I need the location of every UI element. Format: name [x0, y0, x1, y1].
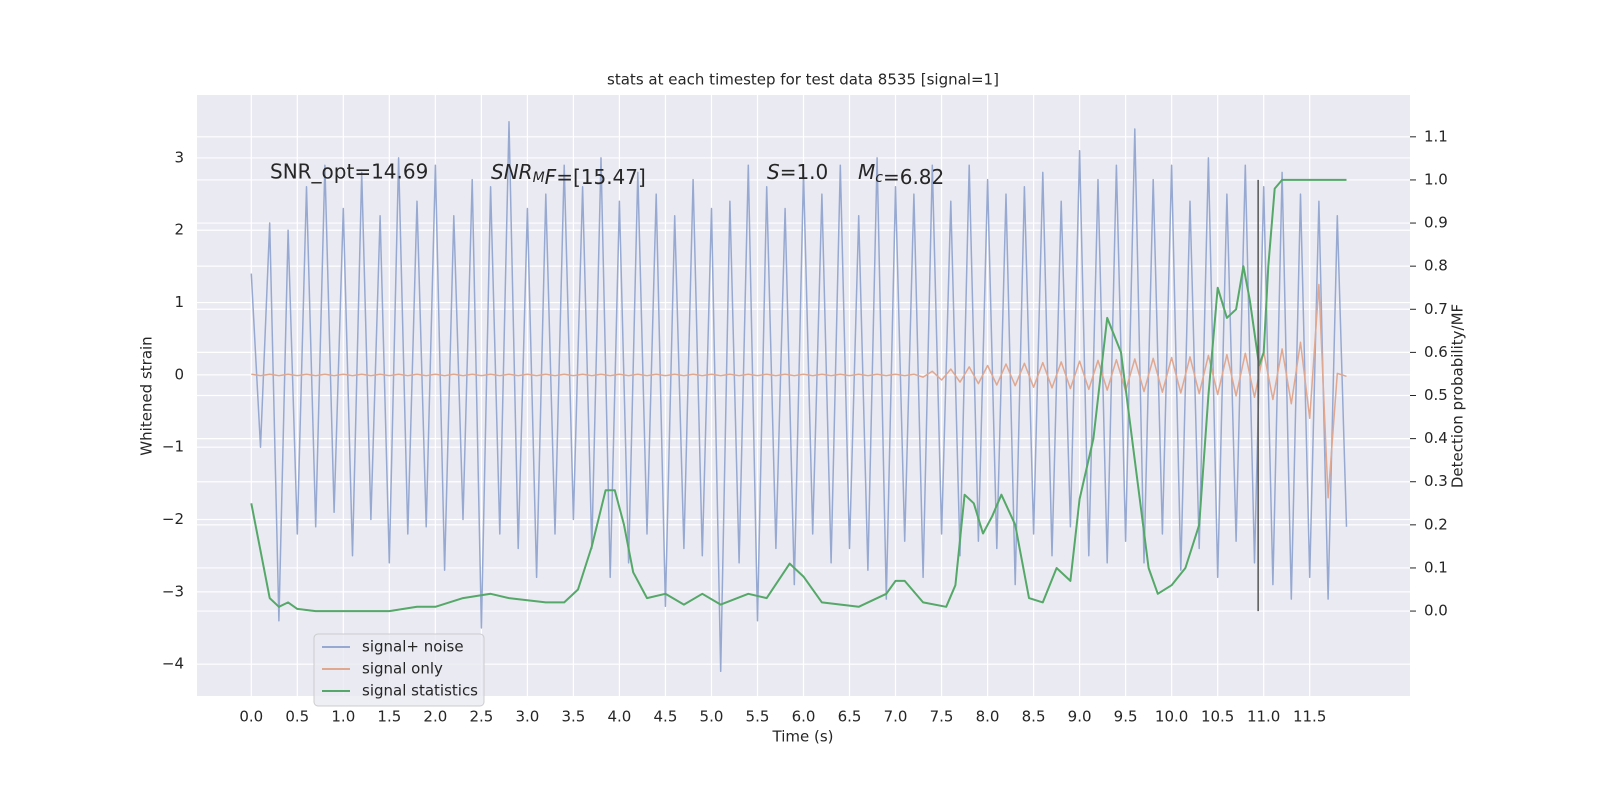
y2-tick-label: 0.6: [1424, 343, 1448, 361]
marks: [250, 121, 1348, 673]
x-tick-label: 11.5: [1293, 708, 1326, 726]
x-tick-label: 4.0: [608, 708, 632, 726]
x-tick-label: 11.0: [1247, 708, 1280, 726]
y2-tick-label: 0.4: [1424, 429, 1448, 447]
y-tick-label: 3: [174, 148, 184, 166]
legend-label: signal+ noise: [362, 638, 464, 656]
series-line: [251, 283, 1347, 499]
grid: [197, 95, 1410, 696]
x-tick-label: 7.5: [930, 708, 954, 726]
legend-box: [313, 633, 485, 707]
annotation: Mc=6.82: [858, 160, 944, 189]
x-tick-label: 2.5: [469, 708, 493, 726]
series-line: [250, 178, 1347, 613]
x-tick-label: 7.0: [884, 708, 908, 726]
x-tick-label: 6.0: [792, 708, 816, 726]
x-tick-label: 6.5: [838, 708, 862, 726]
y-tick-label: −4: [162, 655, 184, 673]
x-tick-label: 0.0: [239, 708, 263, 726]
x-tick-label: 10.0: [1155, 708, 1188, 726]
y2-tick-label: 0.8: [1424, 257, 1448, 275]
y-axis-label: Whitened strain: [138, 336, 156, 455]
x-tick-label: 1.0: [331, 708, 355, 726]
x-tick-label: 1.5: [377, 708, 401, 726]
y2-tick-label: 0.5: [1424, 386, 1448, 404]
x-tick-label: 10.5: [1201, 708, 1234, 726]
series-line: [250, 121, 1348, 673]
x-tick-label: 2.0: [423, 708, 447, 726]
y-tick-label: −1: [162, 438, 184, 456]
x-tick-label: 4.5: [654, 708, 678, 726]
annotation: SNR_opt=14.69: [270, 160, 428, 184]
x-tick-label: 8.5: [1022, 708, 1046, 726]
x-tick-label: 9.0: [1068, 708, 1092, 726]
chart-title: stats at each timestep for test data 853…: [607, 71, 999, 89]
legend-label: signal only: [362, 660, 443, 678]
x-tick-label: 5.0: [700, 708, 724, 726]
x-tick-label: 5.5: [746, 708, 770, 726]
y2-tick-label: 1.1: [1424, 127, 1448, 145]
annotation: S=1.0: [767, 160, 828, 184]
y2-tick-label: 0.1: [1424, 558, 1448, 576]
y2-tick-label: 0.3: [1424, 472, 1448, 490]
x-tick-label: 3.0: [515, 708, 539, 726]
y-tick-label: 2: [174, 221, 184, 239]
x-axis-label: Time (s): [772, 728, 834, 746]
annotation: SNRMF=[15.47]: [491, 160, 646, 189]
y2-tick-label: 1.0: [1424, 170, 1448, 188]
y2-axis-label: Detection probability/MF: [1449, 304, 1467, 488]
x-tick-label: 8.0: [976, 708, 1000, 726]
y2-tick-label: 0.9: [1424, 214, 1448, 232]
y2-tick-label: 0.2: [1424, 515, 1448, 533]
x-tick-label: 9.5: [1114, 708, 1138, 726]
y-tick-label: 1: [174, 293, 184, 311]
y-tick-label: 0: [174, 365, 184, 383]
y-tick-label: −3: [162, 582, 184, 600]
x-tick-label: 0.5: [285, 708, 309, 726]
legend-label: signal statistics: [362, 682, 478, 700]
x-tick-label: 3.5: [561, 708, 585, 726]
y2-tick-label: 0.0: [1424, 602, 1448, 620]
y2-tick-label: 0.7: [1424, 300, 1448, 318]
y-tick-label: −2: [162, 510, 184, 528]
